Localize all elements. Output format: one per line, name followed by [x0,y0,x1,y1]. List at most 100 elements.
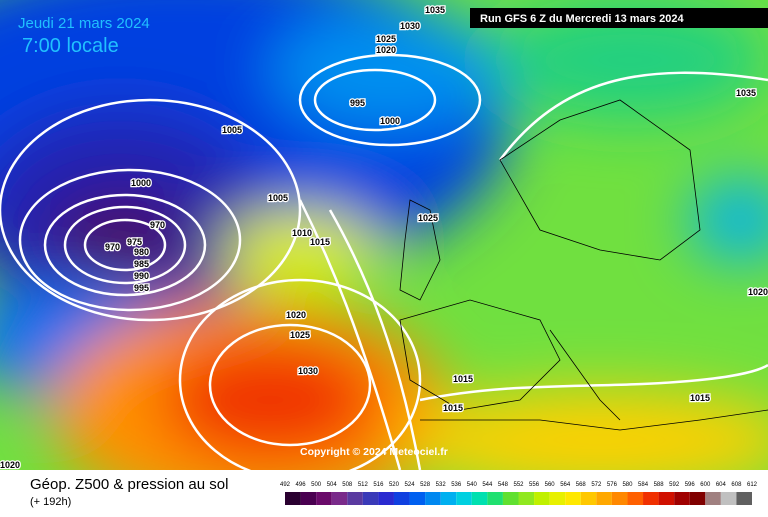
scale-label: 500 [311,482,322,488]
scale-swatch [425,492,441,505]
scale-label: 552 [513,482,524,488]
valid-time: 7:00 locale [22,35,119,57]
isobar-label: 985 [134,259,149,269]
scale-label: 600 [700,482,711,488]
isobar-label: 1015 [690,393,710,403]
scale-swatch [347,492,363,505]
isobar-label: 1030 [298,366,318,376]
scale-swatch [565,492,581,505]
scale-label: 504 [327,482,338,488]
scale-label: 528 [420,482,431,488]
isobar-label: 970 [105,242,120,252]
copyright: Copyright © 2024 Meteociel.fr [300,446,448,458]
scale-swatch [362,492,379,505]
scale-swatch [471,492,488,505]
isobar-labels: 1035103010251020995100010051000100597097… [0,4,768,470]
footer-lead: (+ 192h) [30,496,71,508]
scale-label: 540 [467,482,478,488]
scale-swatch [674,492,690,505]
scale-swatch [549,492,566,505]
scale-swatch [720,492,737,505]
scale-swatch [611,492,628,505]
run-info: Run GFS 6 Z du Mercredi 13 mars 2024 [480,13,684,25]
scale-label: 532 [436,482,447,488]
isobar-label: 1020 [748,287,768,297]
isobar-label: 995 [350,98,365,108]
scale-swatch [285,492,301,505]
isobar-label: 980 [134,247,149,257]
valid-date: Jeudi 21 mars 2024 [18,15,150,32]
scale-swatch [440,492,457,505]
scale-label: 612 [747,482,758,488]
scale-label: 564 [560,482,571,488]
scale-label: 556 [529,482,540,488]
scale-label: 492 [280,482,291,488]
scale-swatch [643,492,659,505]
scale-label: 496 [296,482,307,488]
isobars [0,53,768,470]
scale-label: 560 [545,482,556,488]
scale-label: 608 [731,482,742,488]
scale-label: 580 [622,482,633,488]
isobar-label: 1025 [418,213,438,223]
isobar-label: 1020 [0,460,20,470]
scale-swatch [596,492,612,505]
scale-label: 584 [638,482,649,488]
scale-swatch [409,492,426,505]
scale-label: 576 [607,482,618,488]
isobar-label: 1005 [222,125,242,135]
isobar-label: 1000 [131,178,151,188]
scale-label: 524 [405,482,416,488]
scale-label: 544 [482,482,493,488]
scale-swatch [378,492,394,505]
isobar-label: 1015 [443,403,463,413]
isobar-label: 1025 [290,330,310,340]
isobar-label: 1035 [736,88,756,98]
scale-swatch [300,492,317,505]
scale-swatch [705,492,721,505]
scale-label: 604 [716,482,727,488]
scale-swatch [627,492,644,505]
scale-label: 548 [498,482,509,488]
run-banner [470,8,768,28]
scale-swatch [487,492,503,505]
isobar-label: 1025 [376,34,396,44]
scale-label: 596 [685,482,696,488]
scale-label: 508 [342,482,353,488]
isobar-label: 1020 [376,45,396,55]
isobar-label: 1005 [268,193,288,203]
isobar-label: 975 [127,237,142,247]
isobar-label: 990 [134,271,149,281]
scale-swatch [534,492,550,505]
isobar-label: 1015 [453,374,473,384]
isobar-label: 995 [134,283,149,293]
scale-label: 572 [591,482,602,488]
scale-swatch [736,492,752,505]
isobar-label: 1015 [310,237,330,247]
scale-swatch [518,492,535,505]
scale-swatch [580,492,597,505]
scale-label: 592 [669,482,680,488]
isobar-label: 970 [150,220,165,230]
scale-label: 536 [451,482,462,488]
scale-swatch [331,492,348,505]
scale-swatch [658,492,675,505]
scale-swatch [456,492,472,505]
scale-label: 512 [358,482,369,488]
isobar-label: 1020 [286,310,306,320]
scale-label: 568 [576,482,587,488]
isobar-label: 1035 [425,5,445,15]
scale-swatch [316,492,332,505]
scale-swatch [393,492,410,505]
isobar-label: 1010 [292,228,312,238]
isobar-label: 1030 [400,21,420,31]
scale-swatch [689,492,706,505]
scale-label: 520 [389,482,400,488]
color-scale: 492 496 500 504 508 512 516 520 524 528 532 536 540 5… [280,482,758,505]
scale-swatch [502,492,519,505]
isobar-label: 1000 [380,116,400,126]
scale-label: 588 [654,482,665,488]
coastlines [399,99,768,431]
scale-label: 516 [373,482,384,488]
